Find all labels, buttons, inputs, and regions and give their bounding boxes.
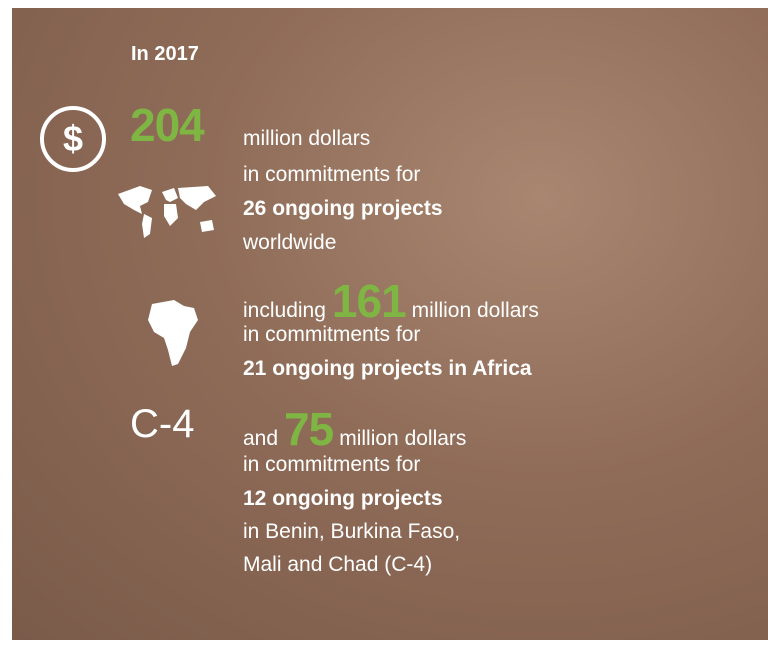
scope: in Benin, Burkina Faso, — [243, 521, 460, 542]
projects: 21 ongoing projects in Africa — [243, 358, 532, 379]
page: In 2017 $ 204 million dollars in commitm… — [0, 0, 768, 654]
prefix: including — [243, 299, 326, 323]
text-line: in commitments for — [243, 324, 420, 345]
c4-icon: C-4 — [130, 404, 194, 444]
icon-label: $ — [63, 118, 83, 159]
unit: million dollars — [243, 128, 370, 149]
line: including 161 million dollars — [243, 274, 539, 328]
line: and 75 million dollars — [243, 402, 466, 456]
projects: 26 ongoing projects — [243, 198, 443, 219]
infographic: In 2017 $ 204 million dollars in commitm… — [12, 8, 768, 640]
text-line: in commitments for — [243, 454, 420, 475]
africa-icon — [144, 298, 204, 370]
amount: 75 — [284, 402, 333, 456]
prefix: and — [243, 427, 278, 451]
unit: million dollars — [412, 299, 539, 323]
projects: 12 ongoing projects — [243, 488, 443, 509]
unit: million dollars — [339, 427, 466, 451]
title: In 2017 — [131, 44, 199, 64]
scope: worldwide — [243, 232, 336, 253]
amount: 204 — [130, 102, 204, 148]
dollar-icon: $ — [38, 104, 108, 174]
text-line: in commitments for — [243, 164, 420, 185]
scope: Mali and Chad (C-4) — [243, 554, 432, 575]
amount: 161 — [332, 274, 406, 328]
world-map-icon — [112, 180, 222, 242]
